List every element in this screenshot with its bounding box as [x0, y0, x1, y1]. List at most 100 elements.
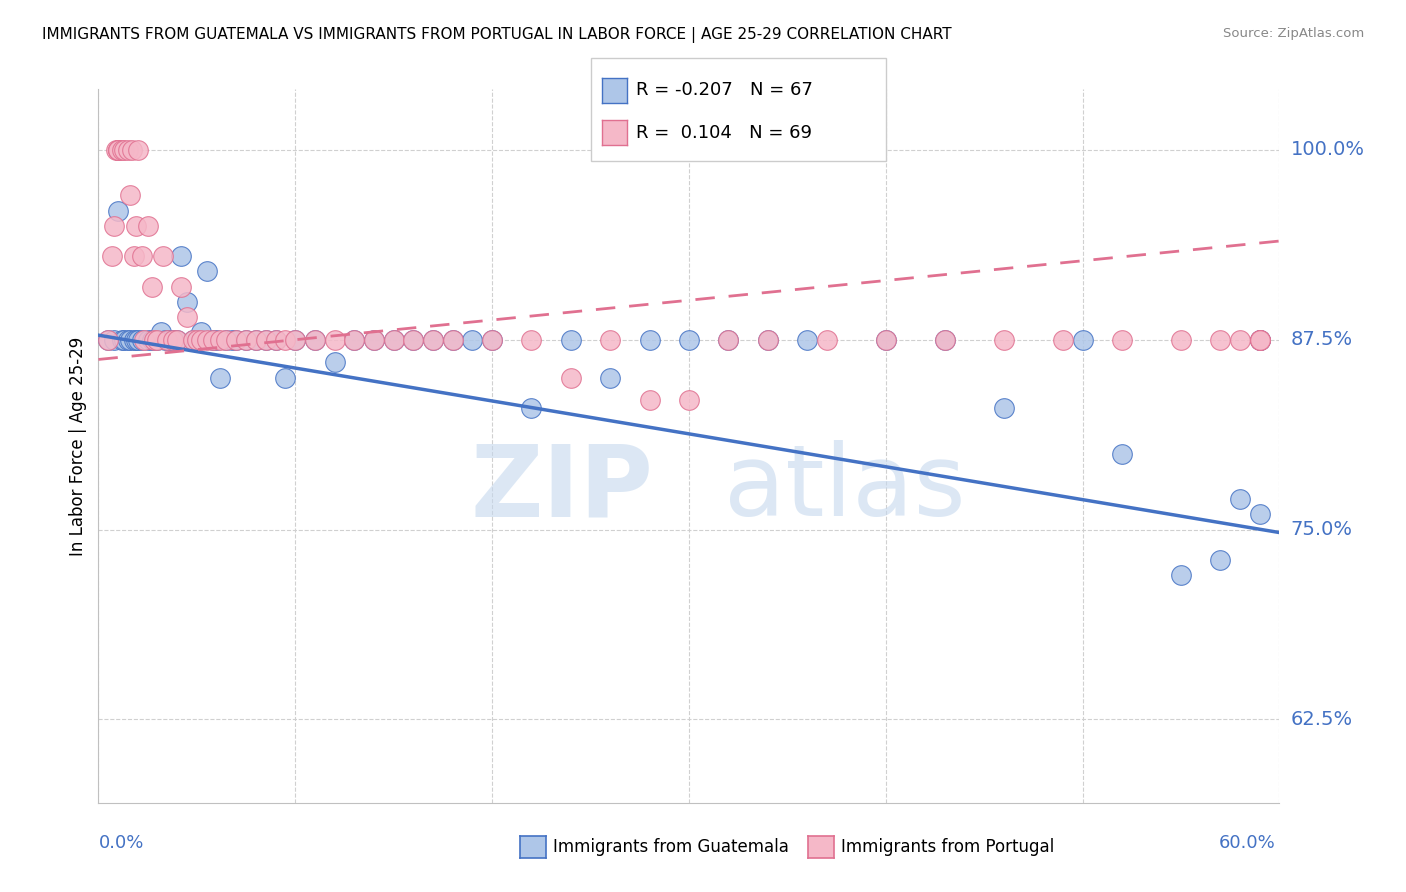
Point — [103, 333, 125, 347]
Text: R = -0.207   N = 67: R = -0.207 N = 67 — [636, 81, 813, 99]
Point — [186, 333, 208, 347]
Point — [284, 333, 307, 347]
Point — [481, 333, 503, 347]
Point — [105, 143, 128, 157]
Point — [195, 264, 218, 278]
Point — [304, 333, 326, 347]
Point — [117, 333, 139, 347]
Point — [422, 333, 444, 347]
Point — [118, 188, 141, 202]
Point — [441, 333, 464, 347]
Point — [97, 333, 120, 347]
Point — [152, 249, 174, 263]
Point — [678, 333, 700, 347]
Point — [343, 333, 366, 347]
Point — [1209, 333, 1232, 347]
Point — [1249, 333, 1271, 347]
Point — [678, 393, 700, 408]
Point — [195, 333, 218, 347]
Text: Source: ZipAtlas.com: Source: ZipAtlas.com — [1223, 27, 1364, 40]
Point — [111, 333, 134, 347]
Point — [186, 333, 208, 347]
Point — [170, 249, 193, 263]
Point — [796, 333, 818, 347]
Point — [157, 333, 180, 347]
Point — [117, 143, 139, 157]
Point — [875, 333, 897, 347]
Point — [125, 333, 148, 347]
Text: 62.5%: 62.5% — [1291, 710, 1353, 729]
Point — [382, 333, 405, 347]
Point — [150, 325, 173, 339]
Point — [254, 333, 277, 347]
Point — [121, 143, 143, 157]
Point — [520, 401, 543, 415]
Point — [1249, 508, 1271, 522]
Point — [215, 333, 238, 347]
Text: 60.0%: 60.0% — [1219, 834, 1275, 852]
Point — [993, 401, 1015, 415]
Point — [254, 333, 277, 347]
Point — [111, 143, 134, 157]
Point — [599, 370, 621, 384]
Point — [756, 333, 779, 347]
Point — [934, 333, 956, 347]
Point — [162, 333, 184, 347]
Point — [235, 333, 257, 347]
Point — [1249, 333, 1271, 347]
Point — [1249, 333, 1271, 347]
Point — [560, 370, 582, 384]
Point — [1170, 568, 1192, 582]
Point — [176, 310, 198, 324]
Point — [190, 333, 212, 347]
Point — [118, 333, 141, 347]
Point — [638, 393, 661, 408]
Point — [422, 333, 444, 347]
Point — [209, 333, 232, 347]
Point — [363, 333, 385, 347]
Point — [1052, 333, 1074, 347]
Point — [122, 249, 145, 263]
Point — [756, 333, 779, 347]
Point — [162, 333, 184, 347]
Point — [1249, 333, 1271, 347]
Point — [127, 333, 149, 347]
Point — [1170, 333, 1192, 347]
Point — [875, 333, 897, 347]
Point — [1229, 492, 1251, 507]
Point — [205, 333, 228, 347]
Text: Immigrants from Portugal: Immigrants from Portugal — [841, 838, 1054, 856]
Point — [323, 355, 346, 369]
Point — [141, 333, 163, 347]
Point — [225, 333, 247, 347]
Point — [132, 333, 155, 347]
Point — [181, 333, 204, 347]
Point — [201, 333, 224, 347]
Point — [363, 333, 385, 347]
Point — [181, 333, 204, 347]
Point — [201, 333, 224, 347]
Point — [1111, 447, 1133, 461]
Point — [103, 219, 125, 233]
Point — [125, 219, 148, 233]
Point — [97, 333, 120, 347]
Text: 75.0%: 75.0% — [1291, 520, 1353, 539]
Point — [717, 333, 740, 347]
Point — [520, 333, 543, 347]
Point — [560, 333, 582, 347]
Point — [245, 333, 267, 347]
Point — [146, 333, 169, 347]
Point — [112, 333, 135, 347]
Point — [284, 333, 307, 347]
Text: 87.5%: 87.5% — [1291, 330, 1353, 350]
Point — [323, 333, 346, 347]
Point — [599, 333, 621, 347]
Text: 100.0%: 100.0% — [1291, 140, 1365, 160]
Point — [934, 333, 956, 347]
Point — [122, 333, 145, 347]
Point — [402, 333, 425, 347]
Point — [717, 333, 740, 347]
Point — [142, 333, 165, 347]
Point — [127, 143, 149, 157]
Point — [156, 333, 179, 347]
